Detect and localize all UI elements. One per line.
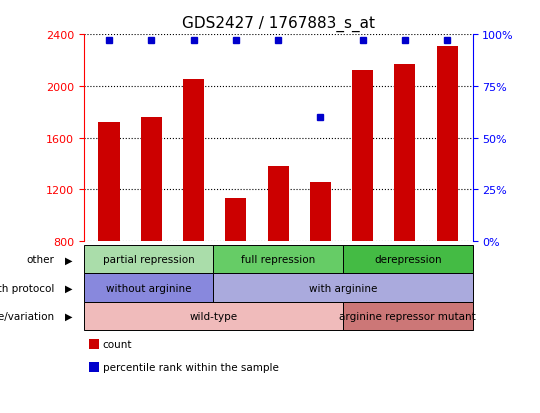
Text: arginine repressor mutant: arginine repressor mutant — [339, 311, 476, 321]
Bar — [141, 118, 162, 242]
Text: percentile rank within the sample: percentile rank within the sample — [103, 362, 279, 372]
Text: ▶: ▶ — [65, 311, 72, 321]
Title: GDS2427 / 1767883_s_at: GDS2427 / 1767883_s_at — [181, 16, 375, 32]
Bar — [267, 167, 289, 242]
Text: without arginine: without arginine — [106, 283, 191, 293]
Bar — [310, 182, 331, 242]
Text: growth protocol: growth protocol — [0, 283, 54, 293]
Text: partial repression: partial repression — [103, 255, 194, 265]
Bar — [436, 47, 458, 242]
Text: full repression: full repression — [241, 255, 315, 265]
Text: wild-type: wild-type — [189, 311, 238, 321]
Text: ▶: ▶ — [65, 283, 72, 293]
Text: genotype/variation: genotype/variation — [0, 311, 54, 321]
Text: with arginine: with arginine — [309, 283, 377, 293]
Text: count: count — [103, 339, 132, 349]
Bar — [183, 80, 204, 242]
Bar — [225, 199, 246, 242]
Text: derepression: derepression — [374, 255, 442, 265]
Bar — [98, 123, 120, 242]
Bar — [394, 65, 415, 242]
Bar — [352, 71, 373, 242]
Text: other: other — [26, 255, 54, 265]
Text: ▶: ▶ — [65, 255, 72, 265]
